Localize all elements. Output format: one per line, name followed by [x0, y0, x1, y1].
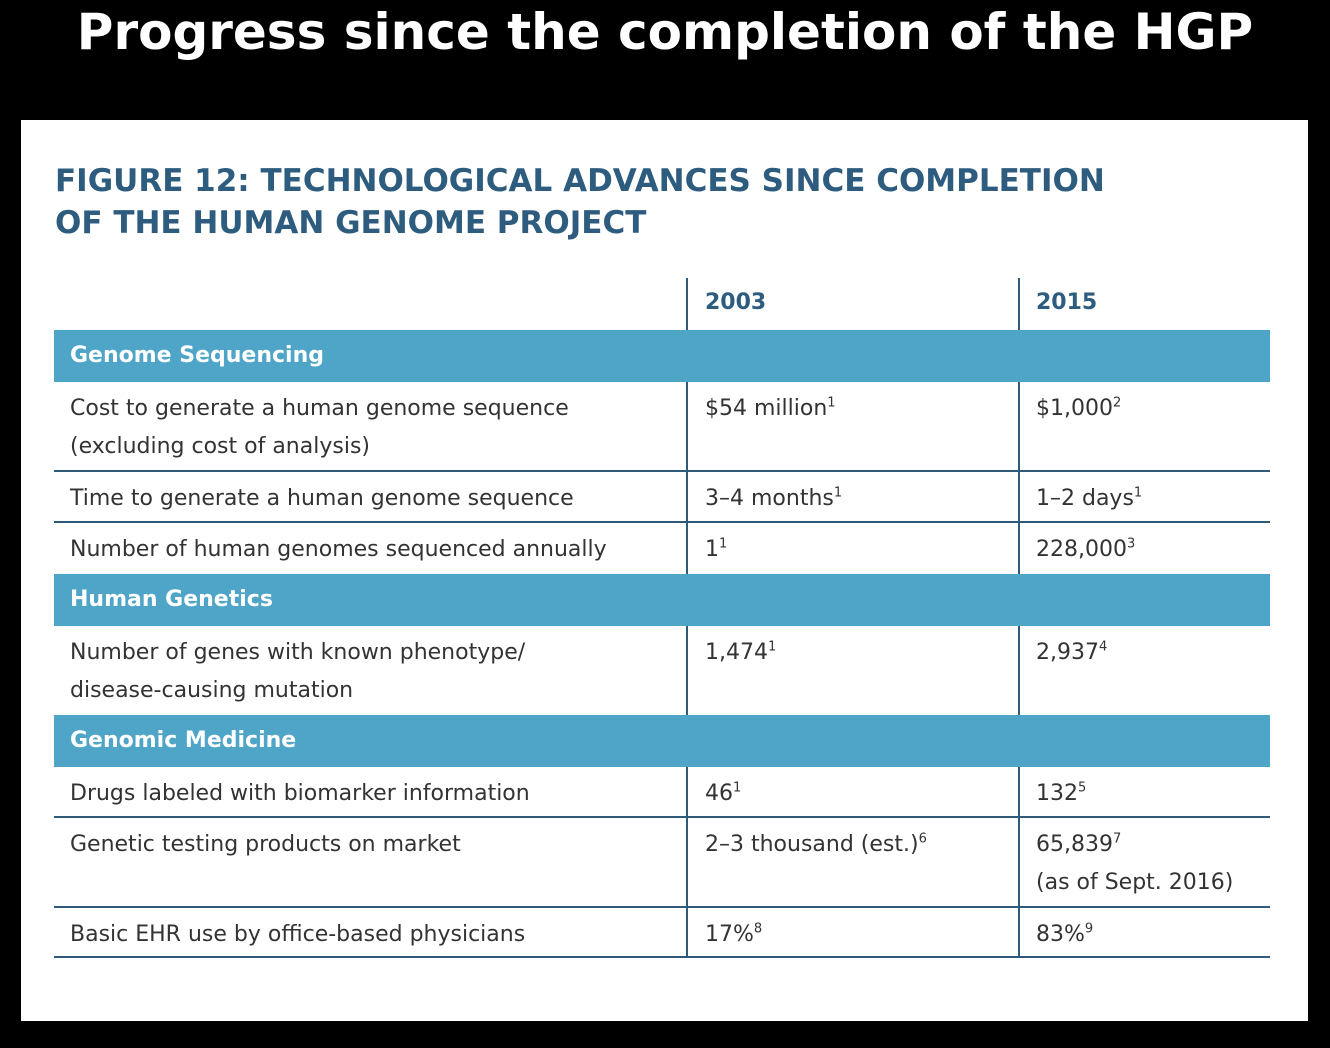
value-2003: 1,4741 [686, 626, 1018, 715]
value-2003: 2–3 thousand (est.)6 [686, 818, 1018, 906]
table-row-drugs-biomarker: Drugs labeled with biomarker information… [54, 767, 1270, 818]
advances-table: 2003 2015 Genome Sequencing Cost to gene… [54, 278, 1270, 958]
table-row-genetic-testing: Genetic testing products on market 2–3 t… [54, 818, 1270, 908]
value-text: $54 million [705, 396, 828, 421]
table-row-genomes-annually: Number of human genomes sequenced annual… [54, 523, 1270, 574]
value-text: 1 [705, 537, 719, 562]
section-genome-sequencing: Genome Sequencing [54, 330, 1270, 382]
value-text: 2,937 [1036, 640, 1099, 665]
value-2015: 1325 [1018, 767, 1270, 816]
footnote-ref: 1 [719, 536, 728, 552]
row-label-line-1: Number of genes with known phenotype/ [70, 640, 526, 665]
row-label: Time to generate a human genome sequence [54, 472, 686, 521]
row-label-line-1: Number of human genomes sequenced annual… [70, 537, 607, 562]
value-2003: 461 [686, 767, 1018, 816]
value-2015: $1,0002 [1018, 382, 1270, 470]
section-label: Human Genetics [70, 587, 273, 612]
value-line-1: 65,8397 [1036, 826, 1270, 864]
value-2015: 83%9 [1018, 908, 1270, 956]
value-text: 132 [1036, 781, 1078, 806]
header-empty-cell [54, 278, 686, 330]
row-label-line-2: disease-causing mutation [70, 678, 354, 703]
column-header-2003: 2003 [686, 278, 1018, 330]
value-text: 83% [1036, 922, 1085, 947]
table-row-time: Time to generate a human genome sequence… [54, 472, 1270, 523]
value-text: 1–2 days [1036, 486, 1134, 511]
footnote-ref: 8 [753, 921, 763, 937]
row-label-line-2: (excluding cost of analysis) [70, 434, 370, 459]
value-2003: 3–4 months1 [686, 472, 1018, 521]
footnote-ref: 5 [1078, 780, 1087, 796]
row-label-line-1: Time to generate a human genome sequence [70, 486, 574, 511]
footnote-ref: 1 [733, 780, 742, 796]
value-text: 17% [705, 922, 754, 947]
value-line-2: (as of Sept. 2016) [1036, 870, 1234, 895]
figure-title-line-1: FIGURE 12: TECHNOLOGICAL ADVANCES SINCE … [55, 163, 1105, 199]
value-2015: 1–2 days1 [1018, 472, 1270, 521]
value-text: 3–4 months [705, 486, 834, 511]
footnote-ref: 1 [767, 639, 777, 655]
value-text: 1,474 [705, 640, 768, 665]
section-human-genetics: Human Genetics [54, 574, 1270, 626]
section-label: Genome Sequencing [70, 343, 325, 368]
value-text: 2–3 thousand (est.) [705, 832, 919, 857]
value-text: 228,000 [1036, 537, 1127, 562]
slide-title: Progress since the completion of the HGP [76, 3, 1254, 61]
value-2003: 11 [686, 523, 1018, 574]
row-label-line-1: Drugs labeled with biomarker information [70, 781, 530, 806]
row-label: Basic EHR use by office-based physicians [54, 908, 686, 956]
row-label: Number of genes with known phenotype/ di… [54, 626, 686, 715]
figure-title-line-2: OF THE HUMAN GENOME PROJECT [55, 205, 647, 241]
table-row-ehr-use: Basic EHR use by office-based physicians… [54, 908, 1270, 958]
footnote-ref: 9 [1084, 921, 1094, 937]
section-genomic-medicine: Genomic Medicine [54, 715, 1270, 767]
figure-panel: FIGURE 12: TECHNOLOGICAL ADVANCES SINCE … [21, 120, 1308, 1021]
footnote-ref: 2 [1112, 395, 1122, 411]
footnote-ref: 3 [1126, 536, 1136, 552]
footnote-ref: 6 [918, 831, 927, 847]
row-label-line-1: Genetic testing products on market [70, 832, 461, 857]
footnote-ref: 7 [1112, 831, 1122, 847]
section-label: Genomic Medicine [70, 728, 297, 753]
value-2015: 228,0003 [1018, 523, 1270, 574]
column-header-2015: 2015 [1018, 278, 1270, 330]
table-row-genes-phenotype: Number of genes with known phenotype/ di… [54, 626, 1270, 715]
row-label: Cost to generate a human genome sequence… [54, 382, 686, 470]
value-2003: $54 million1 [686, 382, 1018, 470]
value-text: 65,839 [1036, 832, 1113, 857]
row-label: Drugs labeled with biomarker information [54, 767, 686, 816]
figure-title: FIGURE 12: TECHNOLOGICAL ADVANCES SINCE … [55, 160, 1255, 244]
value-text: 46 [705, 781, 733, 806]
value-2003: 17%8 [686, 908, 1018, 956]
row-label: Number of human genomes sequenced annual… [54, 523, 686, 574]
value-text: $1,000 [1036, 396, 1113, 421]
table-header-row: 2003 2015 [54, 278, 1270, 330]
footnote-ref: 1 [827, 395, 836, 411]
footnote-ref: 1 [833, 485, 843, 501]
row-label: Genetic testing products on market [54, 818, 686, 906]
value-2015: 2,9374 [1018, 626, 1270, 715]
row-label-line-1: Cost to generate a human genome sequence [70, 396, 569, 421]
value-2015: 65,8397 (as of Sept. 2016) [1018, 818, 1270, 906]
row-label-line-1: Basic EHR use by office-based physicians [70, 922, 526, 947]
footnote-ref: 1 [1133, 485, 1143, 501]
table-row-cost: Cost to generate a human genome sequence… [54, 382, 1270, 472]
footnote-ref: 4 [1098, 639, 1108, 655]
